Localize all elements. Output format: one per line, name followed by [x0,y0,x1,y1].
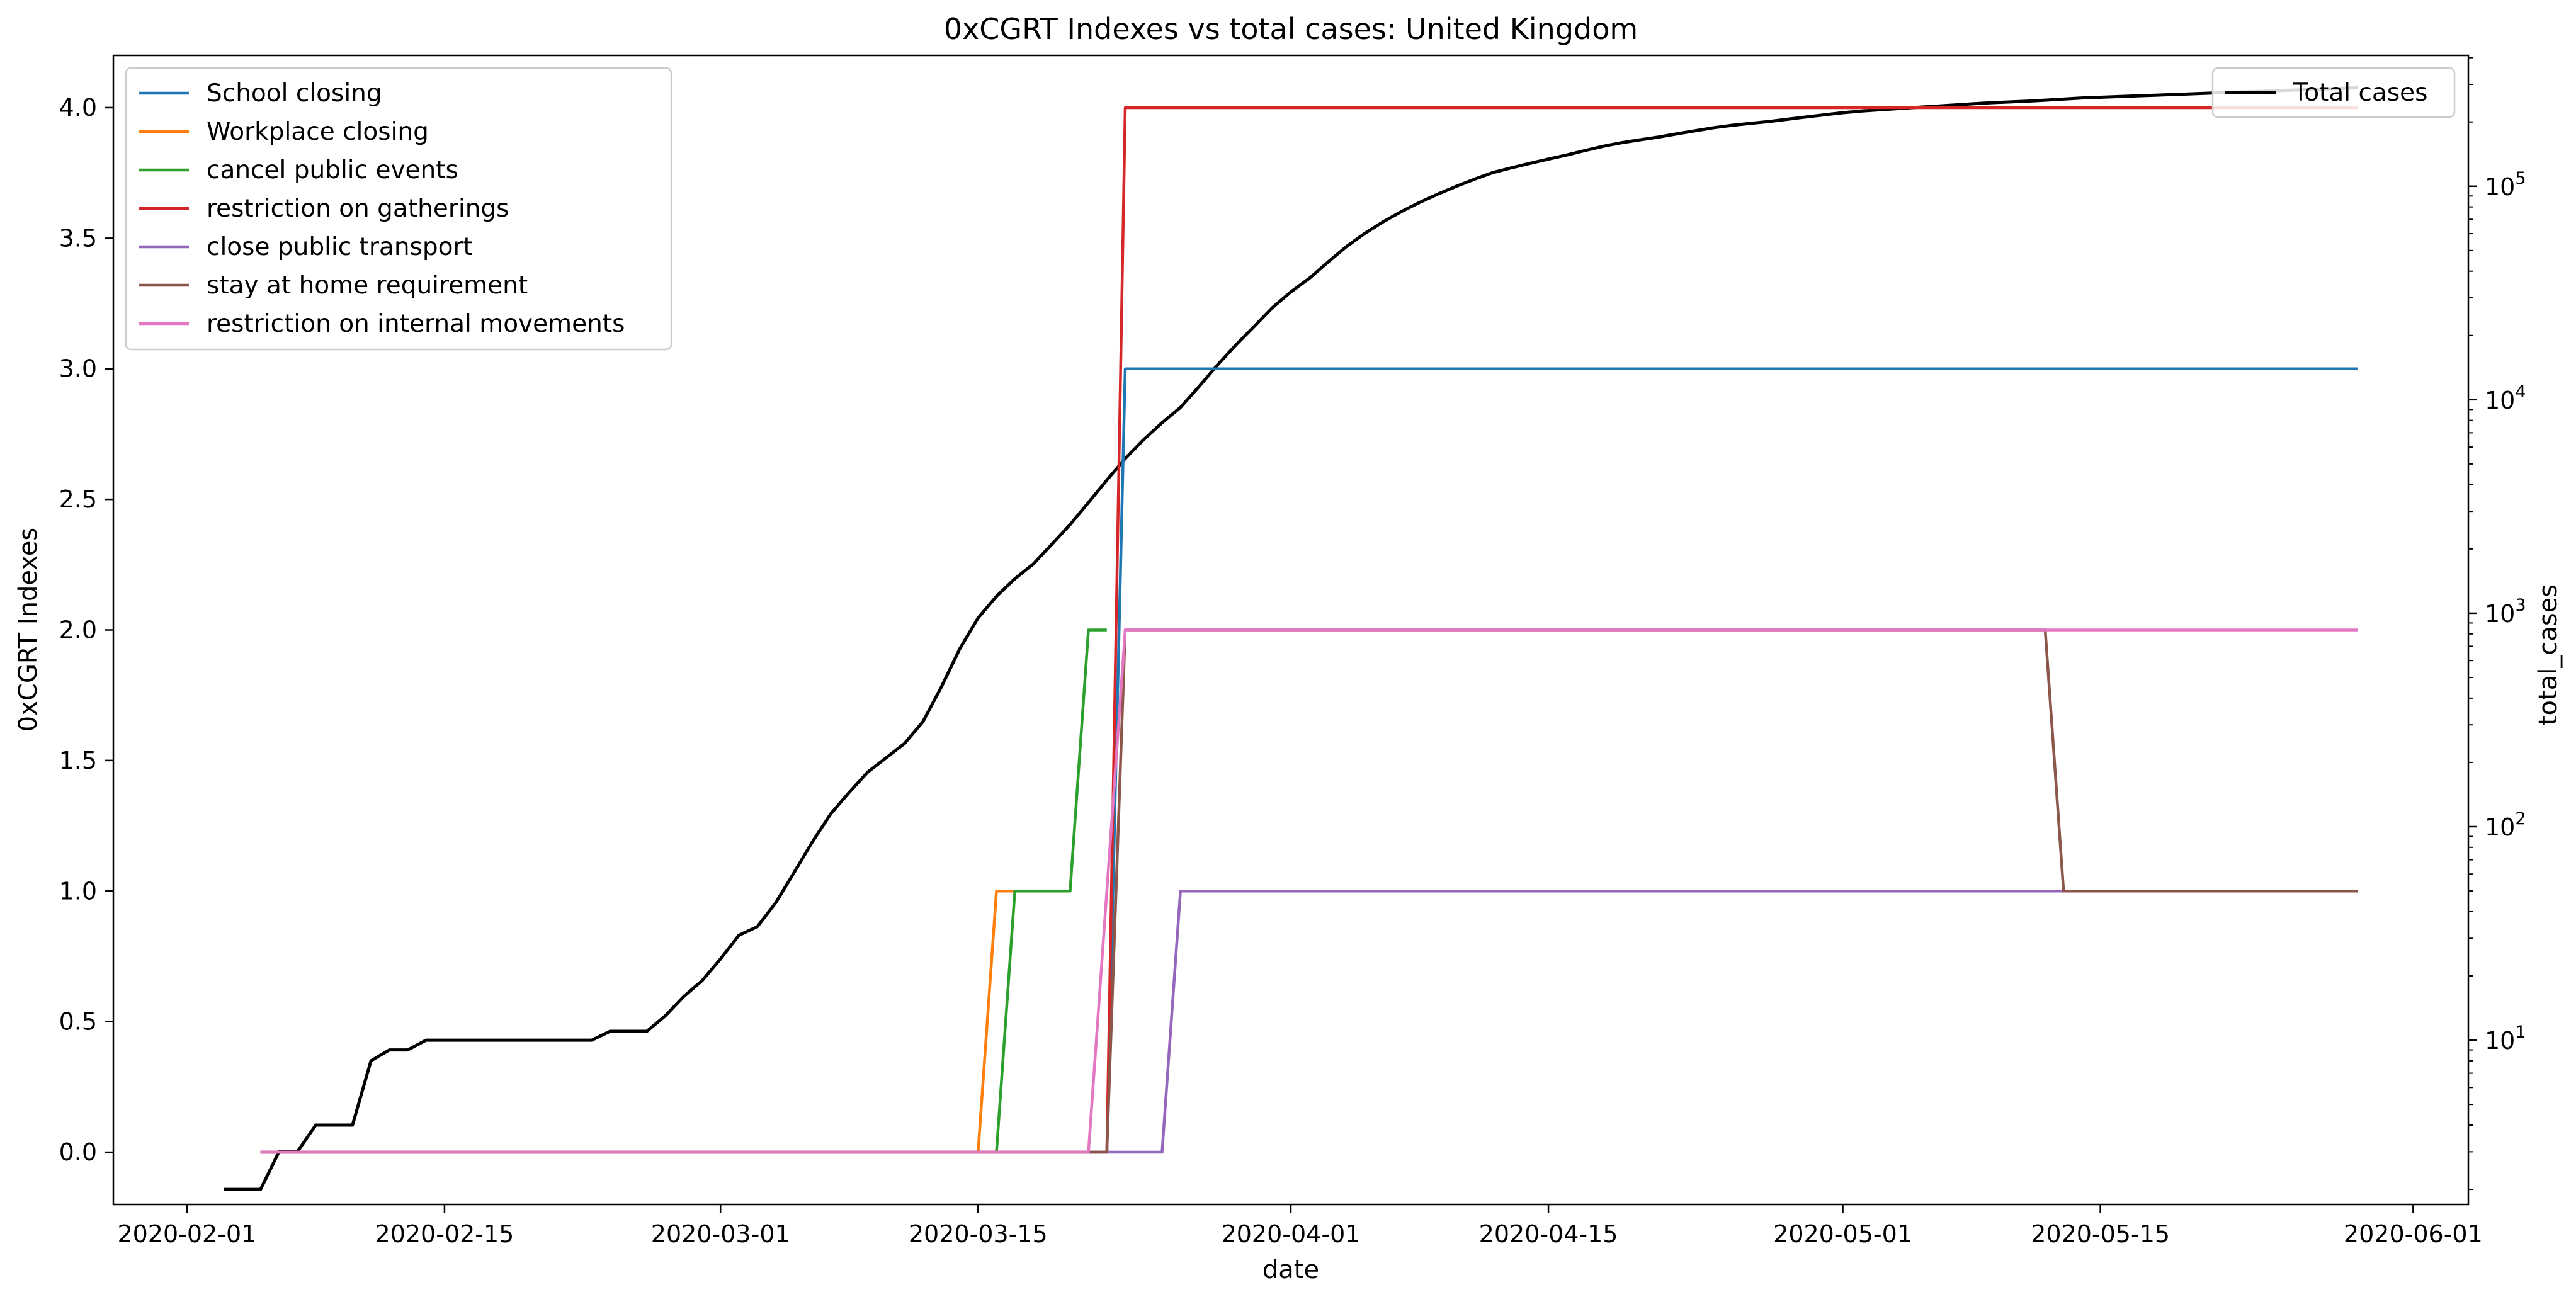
y2-axis-label: total_cases [2534,584,2563,725]
y-tick-label: 2.5 [59,485,97,513]
x-tick-label: 2020-04-15 [1479,1220,1618,1248]
legend-box [2211,67,2456,118]
x-tick-label: 2020-02-01 [117,1220,256,1248]
legend: School closing Workplace closing cancel pu… [125,67,672,351]
x-tick-label: 2020-06-01 [2344,1220,2483,1248]
legend-label: stay at home requirement [207,271,528,300]
y2-tick-label: 105 [2485,169,2526,201]
x-tick-label: 2020-03-15 [909,1220,1048,1248]
y2-tick-exponent: 1 [2515,1022,2526,1042]
y-tick-label: 0.0 [59,1138,97,1166]
y-tick-label: 0.5 [59,1008,97,1036]
y2-tick-exponent: 3 [2515,596,2526,615]
x-tick-label: 2020-04-01 [1222,1220,1361,1248]
y-tick-label: 2.0 [59,616,97,644]
legend-box [125,67,672,351]
y2-tick-label: 102 [2485,809,2526,841]
y2-tick-exponent: 4 [2515,382,2526,402]
y2-tick-label: 104 [2485,382,2526,414]
y2-tick-exponent: 2 [2515,809,2526,829]
legend-label: restriction on gatherings [207,195,509,223]
legend-label: Workplace closing [207,118,429,146]
legend-label: cancel public events [207,156,458,184]
legend-label: close public transport [207,233,473,261]
x-axis-ticks: 2020-02-01 2020-02-15 2020-03-01 2020-03-15… [117,1204,2483,1248]
legend-total-cases: Total cases [2211,67,2456,118]
y2-tick-base: 10 [2485,173,2515,201]
x-tick-label: 2020-03-01 [651,1220,790,1248]
y2-tick-base: 10 [2485,813,2515,841]
index-series-layer [260,106,2358,1154]
y-tick-label: 1.5 [59,747,97,774]
y-tick-label: 3.5 [59,224,97,252]
y-tick-label: 3.0 [59,355,97,383]
x-tick-label: 2020-02-15 [375,1220,514,1248]
y2-tick-base: 10 [2485,1027,2515,1055]
series-line-total-cases [224,86,2358,1191]
x-tick-label: 2020-05-01 [1773,1220,1912,1248]
y2-tick-label: 101 [2485,1022,2526,1055]
y2-tick-base: 10 [2485,600,2515,628]
y-tick-label: 1.0 [59,877,97,905]
y-axis-ticks: 0.0 0.5 1.0 1.5 2.0 2.5 3.0 3.5 4.0 [59,94,113,1166]
legend-label: Total cases [2293,79,2427,107]
y-tick-label: 4.0 [59,94,97,122]
y2-tick-base: 10 [2485,387,2515,414]
series-line-restriction-on-internal-movements [260,628,2358,1154]
y2-tick-label: 103 [2485,596,2526,628]
total-cases-series-layer [224,86,2358,1191]
y-axis-label: 0xCGRT Indexes [14,528,43,732]
legend-label: restriction on internal movements [207,310,625,338]
legend-label: School closing [207,79,382,108]
x-axis-label: date [1262,1255,1319,1284]
y2-tick-exponent: 5 [2515,169,2526,188]
chart-title: 0xCGRT Indexes vs total cases: United Ki… [944,12,1638,46]
x-tick-label: 2020-05-15 [2031,1220,2170,1248]
